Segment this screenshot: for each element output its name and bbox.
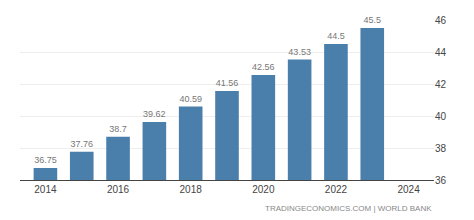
svg-text:44.5: 44.5 <box>327 31 345 41</box>
svg-text:38.7: 38.7 <box>109 124 127 134</box>
svg-text:2016: 2016 <box>107 184 130 195</box>
svg-text:38: 38 <box>435 143 447 154</box>
svg-text:2020: 2020 <box>252 184 275 195</box>
svg-text:40.59: 40.59 <box>179 94 202 104</box>
svg-text:2022: 2022 <box>325 184 348 195</box>
svg-text:2024: 2024 <box>397 184 420 195</box>
svg-text:46: 46 <box>435 15 447 26</box>
svg-text:2018: 2018 <box>180 184 203 195</box>
svg-text:39.62: 39.62 <box>143 109 166 119</box>
svg-text:40: 40 <box>435 111 447 122</box>
svg-text:TRADINGECONOMICS.COM | WORLD B: TRADINGECONOMICS.COM | WORLD BANK <box>265 204 432 213</box>
svg-text:36: 36 <box>435 175 447 186</box>
svg-text:43.53: 43.53 <box>288 47 311 57</box>
svg-text:41.56: 41.56 <box>216 78 239 88</box>
svg-text:36.75: 36.75 <box>34 155 57 165</box>
svg-text:45.5: 45.5 <box>363 15 381 25</box>
svg-text:37.76: 37.76 <box>70 139 93 149</box>
svg-text:44: 44 <box>435 47 447 58</box>
svg-text:42: 42 <box>435 79 447 90</box>
svg-text:2014: 2014 <box>34 184 57 195</box>
svg-text:42.56: 42.56 <box>252 62 275 72</box>
